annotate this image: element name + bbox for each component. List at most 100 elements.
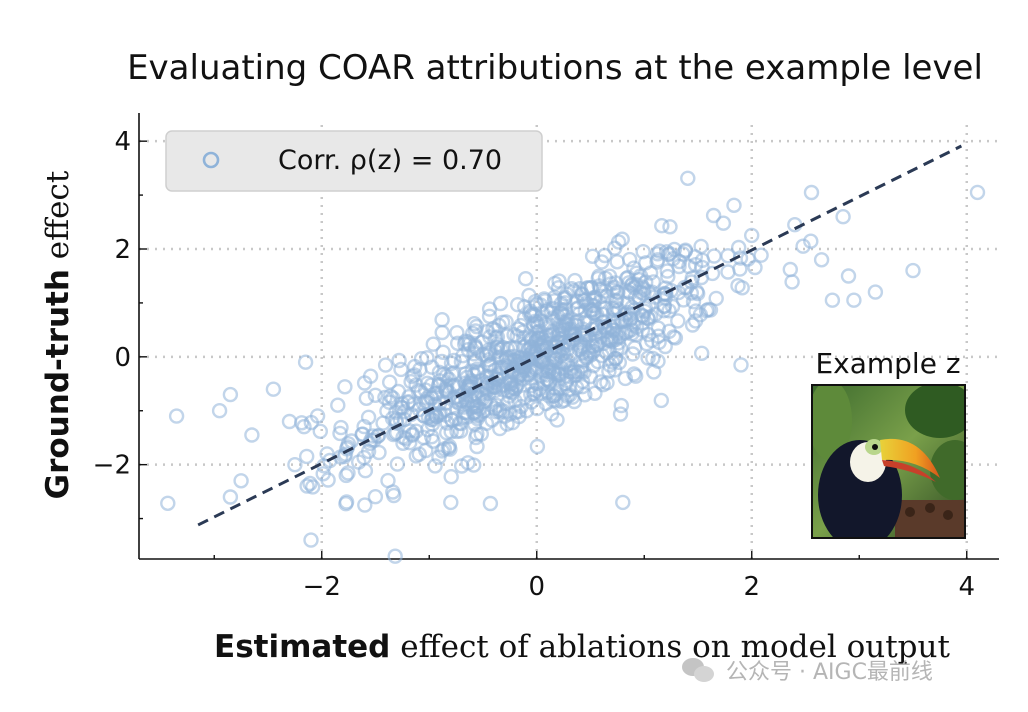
scatter-point — [222, 489, 239, 505]
scatter-point — [450, 388, 466, 405]
scatter-point — [646, 364, 662, 380]
scatter-point — [569, 293, 585, 310]
scatter-point — [440, 440, 456, 456]
scatter-point — [428, 408, 445, 425]
scatter-point — [623, 322, 639, 338]
scatter-point — [705, 207, 722, 224]
scatter-point — [813, 252, 830, 268]
scatter-point — [601, 343, 617, 359]
scatter-point — [465, 325, 481, 342]
chart-title: Evaluating COAR attributions at the exam… — [127, 48, 983, 88]
scatter-point — [753, 247, 769, 263]
scatter-point — [732, 261, 748, 277]
scatter-point — [644, 332, 660, 349]
scatter-point — [521, 287, 537, 304]
scatter-point — [427, 458, 443, 474]
scatter-point — [634, 279, 651, 295]
wechat-icon — [682, 656, 718, 684]
scatter-point — [611, 354, 627, 371]
scatter-point — [680, 170, 696, 187]
scatter-point — [689, 284, 705, 300]
scatter-point — [400, 395, 416, 411]
scatter-point — [487, 382, 503, 399]
scatter-point — [661, 323, 677, 339]
scatter-point — [526, 386, 542, 402]
scatter-point — [510, 297, 526, 313]
grid — [139, 125, 999, 559]
scatter-point — [389, 415, 405, 431]
scatter-point — [782, 261, 798, 278]
scatter-point — [835, 208, 851, 225]
scatter-point — [787, 216, 803, 233]
scatter-point — [507, 393, 523, 409]
scatter-point — [585, 302, 601, 318]
scatter-point — [390, 383, 407, 400]
x-axis-label-bold: Estimated — [214, 629, 390, 665]
scatter-point — [615, 494, 631, 511]
scatter-point — [651, 243, 668, 259]
scatter-point — [466, 367, 482, 383]
scatter-point — [702, 302, 719, 318]
scatter-point — [507, 404, 523, 421]
scatter-point — [525, 316, 542, 333]
scatter-point — [969, 184, 986, 201]
scatter-point — [443, 469, 459, 485]
scatter-point — [360, 409, 377, 425]
x-tick-label: 4 — [958, 572, 975, 602]
scatter-point — [607, 362, 623, 378]
scatter-point — [620, 295, 636, 311]
scatter-point — [734, 280, 750, 296]
scatter-point — [657, 286, 673, 302]
scatter-point — [577, 292, 593, 308]
scatter-point — [654, 217, 670, 234]
scatter-point — [410, 382, 426, 399]
scatter-point — [434, 353, 450, 370]
x-axis-label: Estimated effect of ablations on model o… — [214, 629, 950, 665]
scatter-point — [566, 283, 582, 299]
scatter-point — [412, 361, 428, 378]
scatter-point — [367, 387, 384, 403]
scatter-point — [567, 272, 583, 289]
scatter-point — [305, 479, 321, 495]
scatter-point — [244, 427, 260, 443]
scatter-point — [685, 294, 702, 310]
x-tick-label: −2 — [303, 572, 341, 602]
scatter-point — [625, 346, 641, 362]
y-tick-label: 0 — [114, 343, 131, 373]
scatter-point — [546, 326, 562, 342]
scatter-point — [726, 197, 742, 214]
scatter-point — [532, 386, 549, 402]
scatter-point — [389, 456, 406, 472]
scatter-point — [312, 423, 328, 439]
y-tick-label: 4 — [114, 127, 131, 157]
y-tick-label: 2 — [114, 235, 131, 265]
scatter-point — [744, 227, 760, 244]
scatter-point — [592, 374, 609, 390]
scatter-point — [583, 280, 599, 296]
scatter-point — [803, 233, 819, 249]
scatter-point — [396, 404, 413, 420]
scatter-point — [354, 426, 370, 443]
scatter-point — [628, 327, 644, 343]
scatter-point — [687, 313, 704, 329]
y-tick-label: −2 — [93, 451, 131, 481]
scatter-point — [459, 369, 475, 386]
scatter-point — [525, 342, 542, 358]
y-axis-label-bold: Ground-truth — [40, 269, 76, 499]
scatter-point — [489, 397, 505, 414]
inset-label: Example z — [815, 347, 960, 380]
scatter-point — [606, 302, 622, 318]
scatter-point — [588, 321, 604, 337]
scatter-point — [466, 316, 482, 332]
trend-line — [197, 144, 963, 527]
scatter-point — [385, 484, 401, 500]
scatter-point — [466, 457, 482, 473]
scatter-point — [431, 378, 447, 394]
scatter-point — [443, 355, 460, 371]
scatter-point — [337, 379, 353, 395]
scatter-point — [568, 367, 584, 383]
scatter-point — [481, 308, 498, 324]
scatter-point — [537, 293, 553, 309]
scatter-point — [651, 334, 667, 350]
inset-example: Example z — [811, 347, 966, 539]
